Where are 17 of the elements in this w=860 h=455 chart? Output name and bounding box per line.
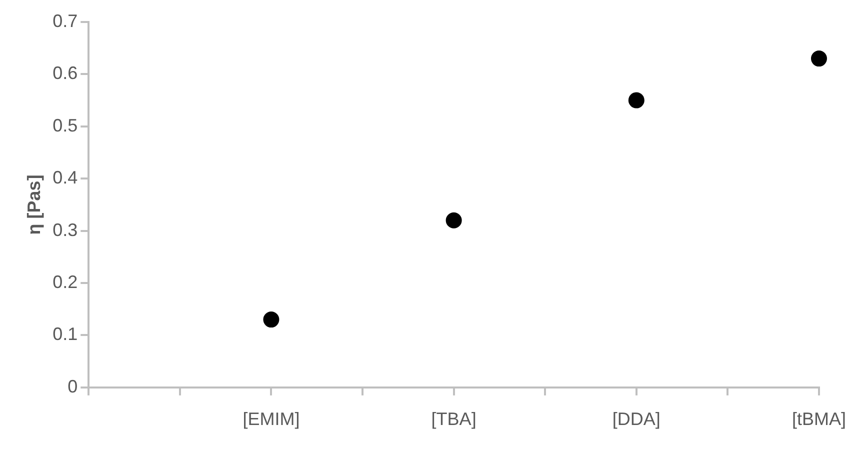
x-tick-label: [EMIM] xyxy=(242,409,300,430)
y-tick-label: 0.7 xyxy=(52,10,78,31)
x-tick-label: [DDA] xyxy=(612,409,660,430)
point xyxy=(446,212,462,228)
x-tick-label: [TBA] xyxy=(431,409,476,430)
point xyxy=(628,92,644,108)
y-tick-label: 0.5 xyxy=(52,115,78,136)
y-tick-label: 0 xyxy=(68,376,78,396)
y-tick-label: 0.1 xyxy=(52,324,78,344)
y-axis-title: η [Pas] xyxy=(24,174,44,235)
y-tick-label: 0.4 xyxy=(52,168,78,188)
x-tick-label: [tBMA] xyxy=(792,409,846,430)
y-tick-label: 0.3 xyxy=(52,220,78,240)
y-tick-label: 0.2 xyxy=(52,272,78,292)
y-tick-label: 0.6 xyxy=(52,63,78,84)
point xyxy=(810,50,827,67)
point xyxy=(263,312,280,328)
